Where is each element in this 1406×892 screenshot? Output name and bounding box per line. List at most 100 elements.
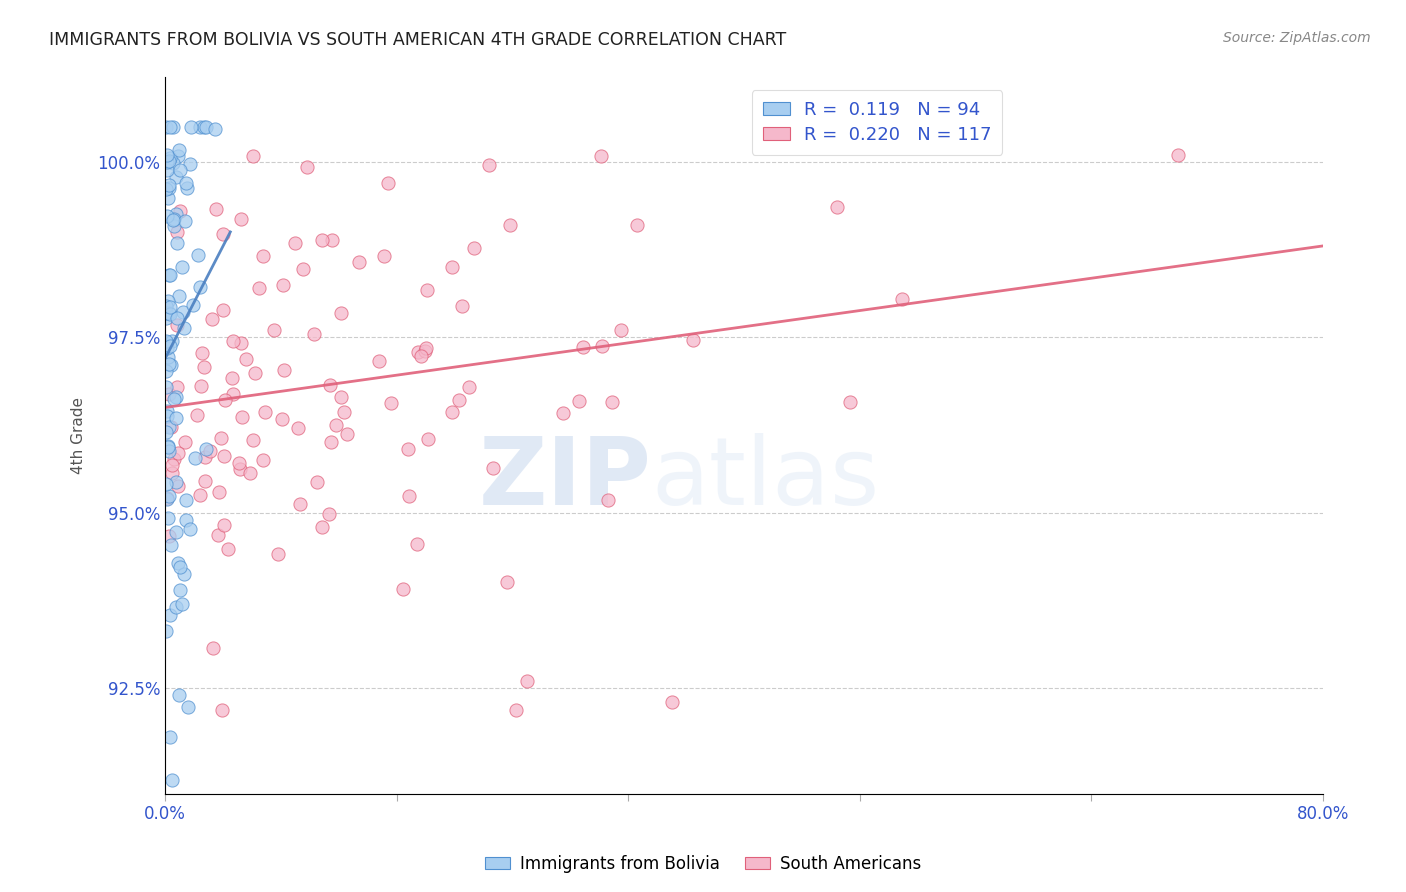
Point [162, 155, 184, 169]
Point [169, 583, 191, 598]
Point [600, 395, 623, 409]
Point [159, 307, 181, 321]
Point [166, 380, 188, 394]
Point [156, 154, 179, 169]
Text: ZIP: ZIP [478, 433, 651, 524]
Point [263, 324, 285, 338]
Point [174, 435, 197, 450]
Point [311, 519, 333, 533]
Point [247, 281, 270, 295]
Point [396, 442, 419, 457]
Point [481, 461, 503, 475]
Point [169, 288, 191, 302]
Point [447, 392, 470, 407]
Point [273, 363, 295, 377]
Point [172, 260, 194, 274]
Point [156, 440, 179, 454]
Point [155, 306, 177, 320]
Point [231, 409, 253, 424]
Point [235, 351, 257, 366]
Point [159, 358, 181, 372]
Point [166, 557, 188, 571]
Point [478, 158, 501, 172]
Point [156, 404, 179, 418]
Point [155, 364, 177, 378]
Point [159, 120, 181, 134]
Point [194, 120, 217, 134]
Point [190, 379, 212, 393]
Point [191, 346, 214, 360]
Point [180, 120, 202, 134]
Point [157, 178, 180, 192]
Point [169, 203, 191, 218]
Point [173, 567, 195, 582]
Point [212, 517, 235, 532]
Point [329, 390, 352, 404]
Y-axis label: 4th Grade: 4th Grade [72, 397, 86, 474]
Point [159, 608, 181, 623]
Point [157, 444, 180, 458]
Point [212, 449, 235, 463]
Point [163, 452, 186, 467]
Point [173, 320, 195, 334]
Point [165, 599, 187, 614]
Point [174, 513, 197, 527]
Point [415, 342, 437, 356]
Point [307, 475, 329, 489]
Point [155, 335, 177, 350]
Point [163, 219, 186, 234]
Point [167, 446, 190, 460]
Point [156, 341, 179, 355]
Point [157, 386, 180, 401]
Point [440, 405, 463, 419]
Point [166, 310, 188, 325]
Point [890, 292, 912, 306]
Point [505, 703, 527, 717]
Point [160, 538, 183, 552]
Point [271, 412, 294, 426]
Point [398, 489, 420, 503]
Point [825, 201, 848, 215]
Point [325, 417, 347, 432]
Point [165, 525, 187, 540]
Point [155, 476, 177, 491]
Point [292, 262, 315, 277]
Point [205, 202, 228, 217]
Point [318, 507, 340, 521]
Point [165, 390, 187, 404]
Point [162, 213, 184, 227]
Point [254, 405, 277, 419]
Point [239, 466, 262, 480]
Point [156, 148, 179, 162]
Point [609, 323, 631, 337]
Point [156, 191, 179, 205]
Point [155, 334, 177, 348]
Point [165, 411, 187, 425]
Point [172, 598, 194, 612]
Point [166, 225, 188, 239]
Text: atlas: atlas [651, 433, 880, 524]
Point [207, 528, 229, 542]
Point [228, 456, 250, 470]
Point [165, 169, 187, 184]
Point [214, 393, 236, 408]
Point [406, 345, 429, 359]
Point [159, 339, 181, 353]
Point [591, 339, 613, 353]
Point [229, 461, 252, 475]
Point [162, 392, 184, 407]
Point [187, 248, 209, 262]
Point [596, 492, 619, 507]
Point [156, 492, 179, 507]
Point [188, 120, 211, 134]
Point [1167, 147, 1189, 161]
Point [440, 260, 463, 274]
Text: Source: ZipAtlas.com: Source: ZipAtlas.com [1223, 31, 1371, 45]
Point [204, 121, 226, 136]
Point [159, 268, 181, 282]
Point [217, 541, 239, 556]
Point [321, 233, 343, 247]
Point [156, 491, 179, 506]
Point [159, 731, 181, 745]
Point [155, 299, 177, 313]
